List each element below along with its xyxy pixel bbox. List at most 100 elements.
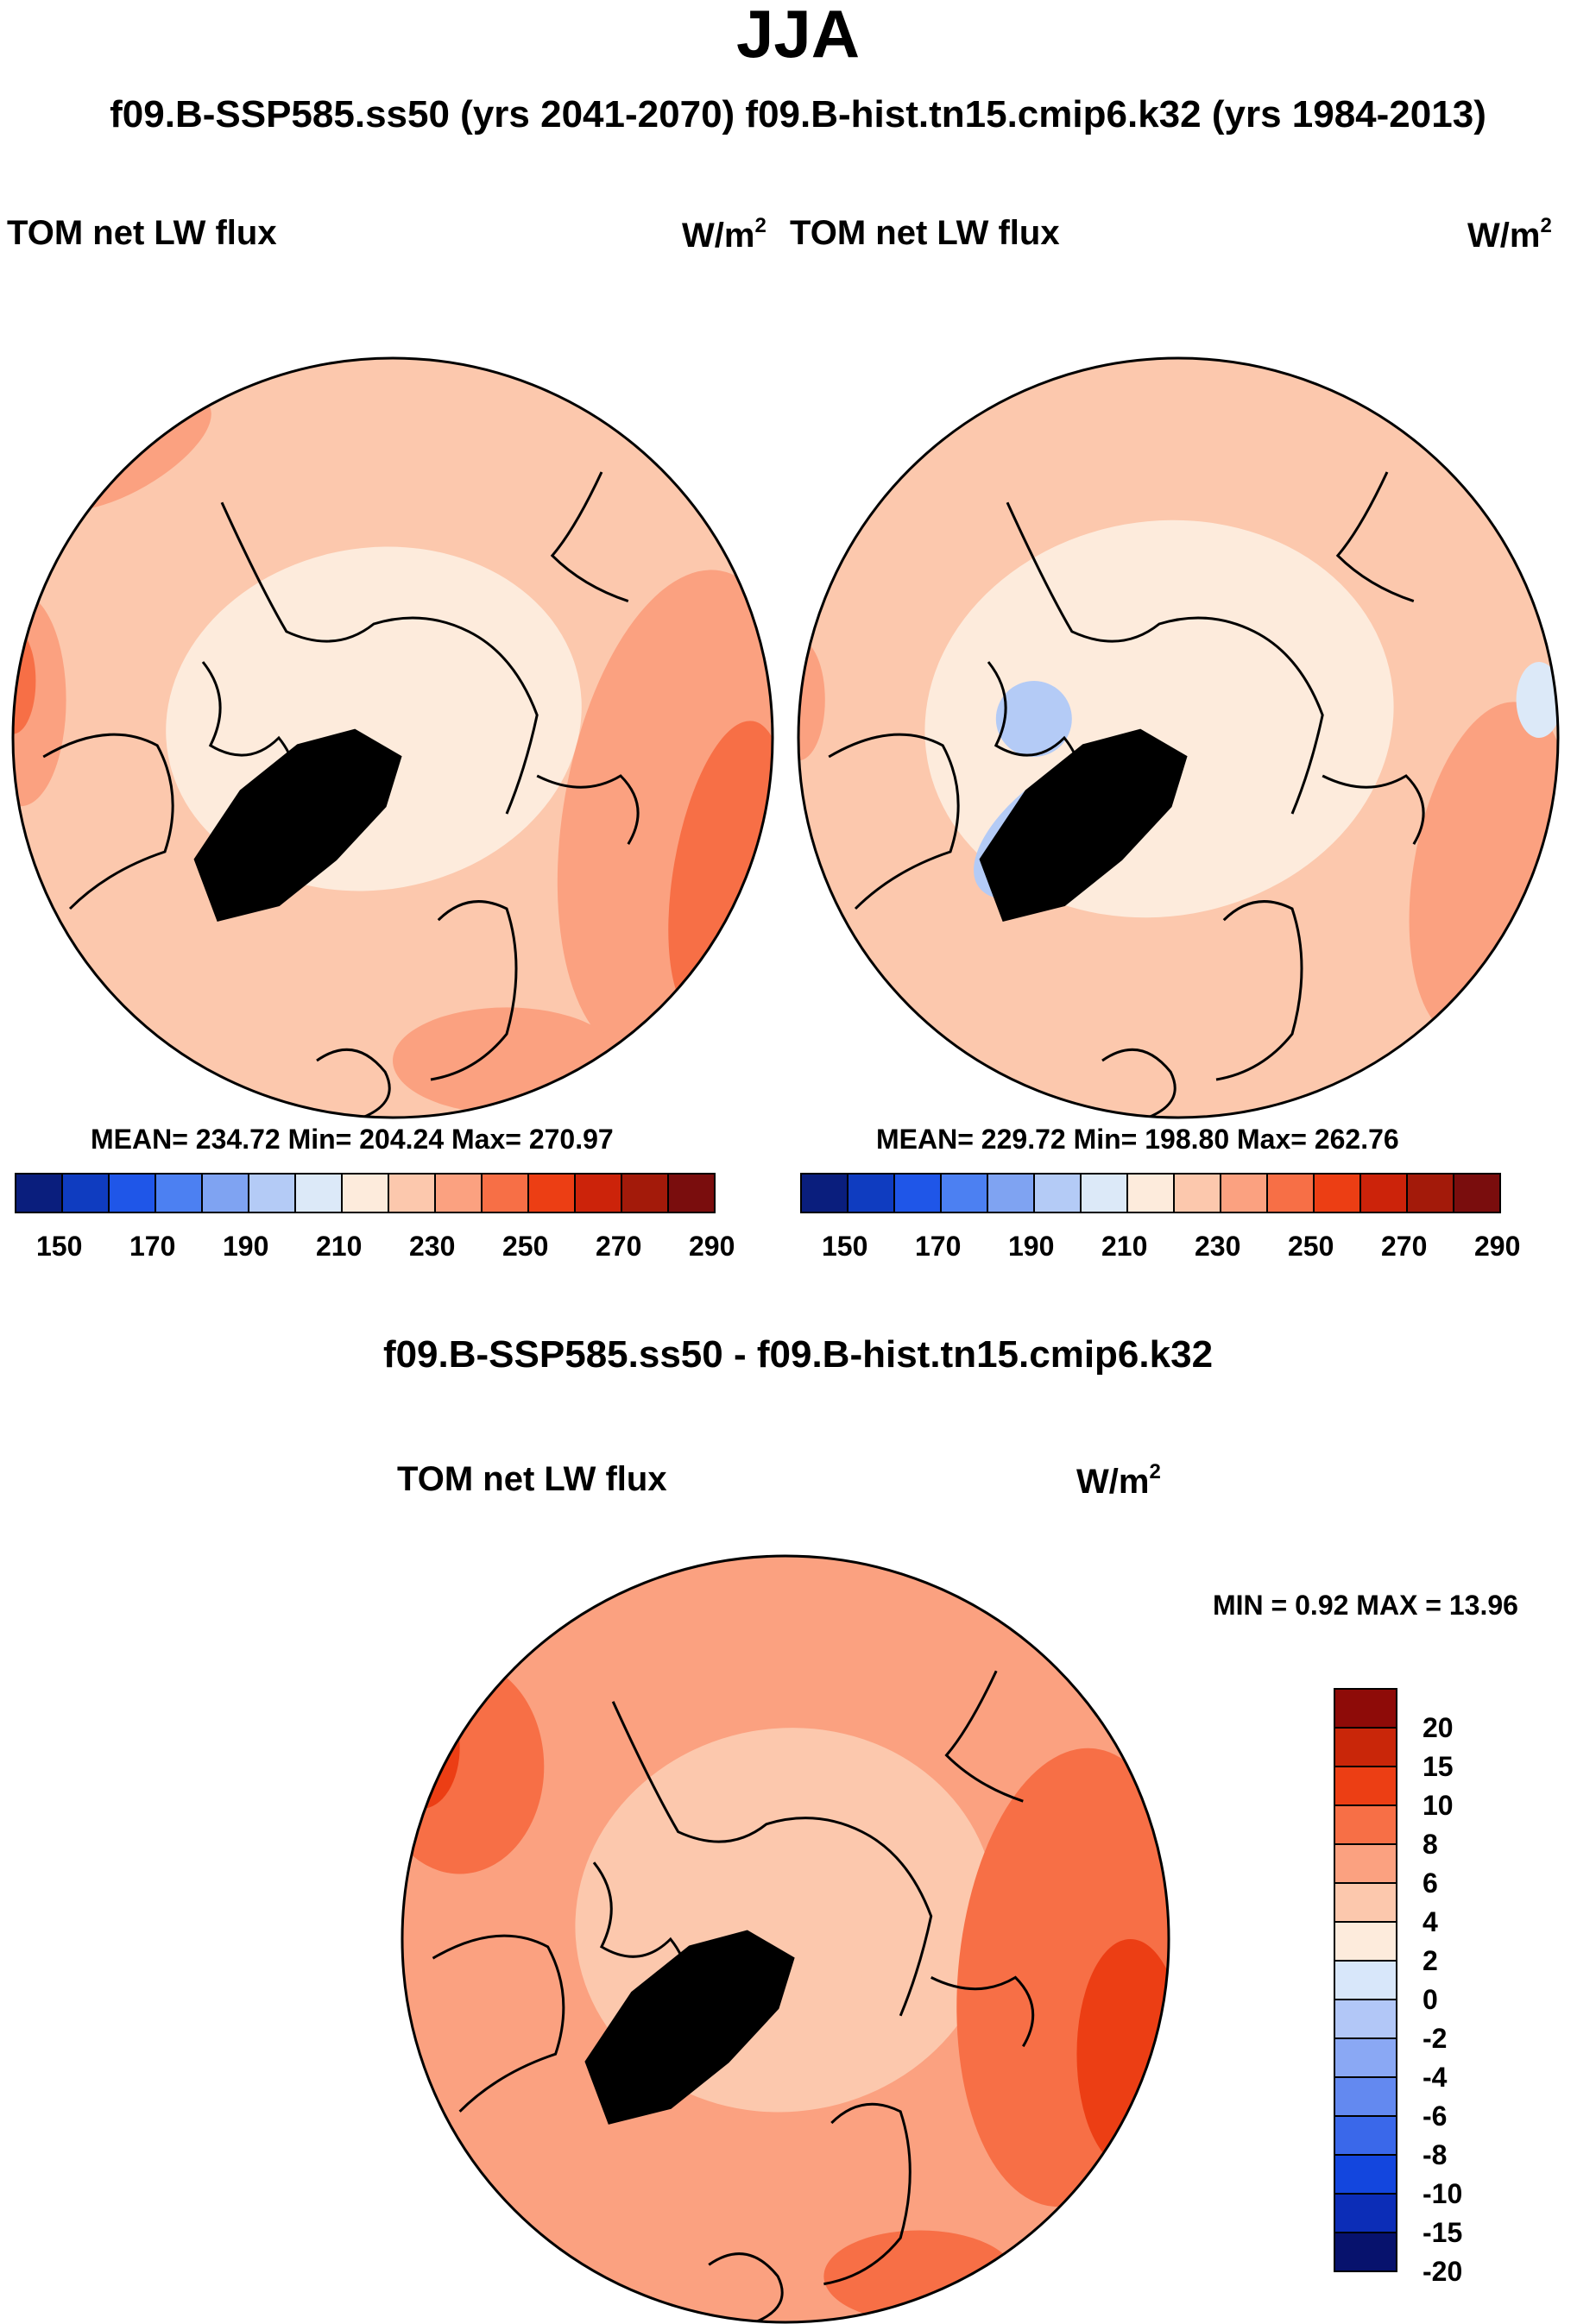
colorbar-swatch xyxy=(893,1173,942,1213)
coastline xyxy=(611,1701,933,2017)
diff-tick: -15 xyxy=(1423,2217,1463,2248)
colorbar-swatch xyxy=(481,1173,529,1213)
diff-tick: 10 xyxy=(1423,1790,1454,1821)
difference-title: f09.B-SSP585.ss50 - f09.B-hist.tn15.cmip… xyxy=(382,1333,1214,1376)
colorbar-swatch xyxy=(1126,1173,1175,1213)
colorbar-swatch xyxy=(621,1173,669,1213)
diff-tick: 6 xyxy=(1423,1867,1438,1899)
colorbar-swatch xyxy=(800,1173,848,1213)
coastline xyxy=(1101,1048,1176,1118)
diff-tick: 8 xyxy=(1423,1829,1438,1860)
diff-panel-units: W/m2 xyxy=(1076,1460,1161,1502)
colorbar-swatch xyxy=(155,1173,203,1213)
left-tick: 170 xyxy=(129,1231,176,1262)
colorbar-swatch xyxy=(294,1173,343,1213)
left-tick: 190 xyxy=(223,1231,269,1262)
colorbar-swatch xyxy=(201,1173,249,1213)
coastline xyxy=(220,501,539,815)
left-panel-title: TOM net LW flux xyxy=(7,214,277,252)
right-stats: MEAN= 229.72 Min= 198.80 Max= 262.76 xyxy=(876,1124,1399,1155)
colorbar-swatch xyxy=(574,1173,622,1213)
colorbar-swatch xyxy=(1334,1921,1397,1962)
right-polar-map xyxy=(797,356,1560,1119)
diff-panel-title: TOM net LW flux xyxy=(397,1460,667,1498)
colorbar-swatch xyxy=(1220,1173,1268,1213)
diff-tick: 20 xyxy=(1423,1712,1454,1743)
colorbar-swatch xyxy=(667,1173,716,1213)
diff-tick: -8 xyxy=(1423,2139,1448,2170)
diff-tick: 0 xyxy=(1423,1984,1438,2015)
diff-units-base: W/m xyxy=(1076,1462,1150,1501)
colorbar-swatch xyxy=(1334,2232,1397,2272)
right-tick: 170 xyxy=(915,1231,962,1262)
colorbar-swatch xyxy=(1334,1688,1397,1729)
map-field xyxy=(13,358,773,1118)
coastline xyxy=(1006,501,1324,815)
colorbar-swatch xyxy=(1334,1882,1397,1923)
field-contour xyxy=(1516,662,1558,738)
coastline xyxy=(316,1048,391,1118)
diff-tick: -6 xyxy=(1423,2100,1448,2132)
colorbar-swatch xyxy=(1266,1173,1315,1213)
coastline xyxy=(536,774,640,845)
diff-tick: -10 xyxy=(1423,2178,1463,2209)
colorbar-swatch xyxy=(1173,1173,1221,1213)
right-units-exp: 2 xyxy=(1540,214,1552,237)
colorbar-swatch xyxy=(388,1173,436,1213)
colorbar-swatch xyxy=(940,1173,988,1213)
figure-title: JJA xyxy=(735,0,861,72)
diff-tick: 2 xyxy=(1423,1945,1438,1976)
left-tick: 230 xyxy=(409,1231,456,1262)
right-units-base: W/m xyxy=(1467,216,1541,255)
colorbar-swatch xyxy=(1033,1173,1082,1213)
coastline xyxy=(930,1975,1035,2048)
colorbar-swatch xyxy=(1334,1766,1397,1806)
coastline xyxy=(1322,774,1425,845)
field-contour xyxy=(13,627,36,734)
left-stats: MEAN= 234.72 Min= 204.24 Max= 270.97 xyxy=(91,1124,614,1155)
colorbar-swatch xyxy=(987,1173,1035,1213)
colorbar-swatch xyxy=(847,1173,895,1213)
greenland-coast xyxy=(979,728,1188,922)
coastline xyxy=(823,2102,912,2286)
left-panel-units: W/m2 xyxy=(682,214,766,255)
right-tick: 270 xyxy=(1381,1231,1428,1262)
difference-colorbar xyxy=(1334,1688,1397,2272)
right-tick: 150 xyxy=(822,1231,868,1262)
colorbar-swatch xyxy=(1359,1173,1408,1213)
diff-tick: 15 xyxy=(1423,1751,1454,1782)
difference-polar-map xyxy=(401,1554,1170,2324)
colorbar-swatch xyxy=(15,1173,63,1213)
left-tick: 210 xyxy=(316,1231,363,1262)
colorbar-swatch xyxy=(341,1173,389,1213)
colorbar-swatch xyxy=(1334,1843,1397,1884)
coastline xyxy=(987,661,1083,822)
coastline xyxy=(1215,900,1303,1081)
left-units-base: W/m xyxy=(682,216,755,255)
map-field xyxy=(798,358,1558,1118)
coastline xyxy=(42,733,174,910)
map-border xyxy=(11,356,774,1119)
colorbar-swatch xyxy=(1080,1173,1128,1213)
left-colorbar xyxy=(15,1173,716,1213)
right-panel-units: W/m2 xyxy=(1467,214,1552,255)
colorbar-swatch xyxy=(248,1173,296,1213)
greenland-coast xyxy=(193,728,402,922)
right-tick: 250 xyxy=(1288,1231,1334,1262)
field-contour xyxy=(995,681,1072,757)
field-contour xyxy=(393,1007,621,1114)
colorbar-swatch xyxy=(1453,1173,1501,1213)
left-units-exp: 2 xyxy=(754,214,766,237)
coastline xyxy=(201,661,298,822)
right-panel-title: TOM net LW flux xyxy=(790,214,1060,252)
coastline xyxy=(1335,471,1415,603)
diff-tick: -2 xyxy=(1423,2023,1448,2054)
map-border xyxy=(797,356,1560,1119)
coastline xyxy=(592,1861,690,2025)
diff-units-exp: 2 xyxy=(1149,1460,1161,1483)
figure-subtitle: f09.B-SSP585.ss50 (yrs 2041-2070) f09.B-… xyxy=(110,93,1486,135)
field-contour xyxy=(402,1659,545,1874)
colorbar-swatch xyxy=(1334,2193,1397,2233)
left-polar-map xyxy=(11,356,774,1119)
